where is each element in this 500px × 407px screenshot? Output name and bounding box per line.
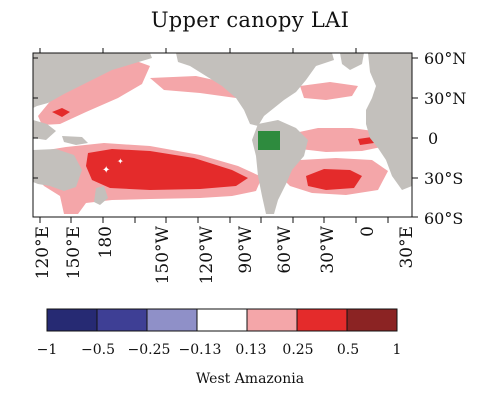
lon-label: 0 (358, 226, 378, 237)
colorbar-tick-label: −0.13 (178, 342, 222, 358)
land-australia (33, 149, 82, 191)
colorbar-bin (246, 308, 298, 332)
lon-label: 120°W (197, 225, 217, 284)
land-europe-africa (366, 53, 412, 190)
anomaly-mid-atlantic-equator (358, 137, 374, 145)
anomaly-light-equatorial-atlantic (290, 128, 386, 152)
land-greenland (340, 53, 364, 70)
colorbar-caption: West Amazonia (195, 371, 305, 387)
anomaly-light-north-atlantic (300, 82, 358, 100)
land-southeast-asia (33, 120, 56, 140)
lon-label: 120°E (33, 226, 53, 279)
colorbar-tick-label: 0.13 (235, 342, 267, 358)
colorbar-tick-label: 1 (392, 342, 402, 358)
lat-label: 30°S (424, 169, 463, 188)
map-plot: ✦ ✦ (33, 53, 412, 217)
land-new-zealand (94, 186, 108, 205)
green-square-icon (258, 131, 280, 150)
lon-label: 30°W (318, 225, 338, 273)
colorbar-bin (96, 308, 148, 332)
colorbar-bin (146, 308, 198, 332)
colorbar-tick-label: −0.5 (81, 342, 115, 358)
lon-label: 90°W (236, 225, 256, 273)
colorbar-tick-label: −0.25 (127, 342, 171, 358)
colorbar-bin (196, 308, 248, 332)
anomaly-mid-layer (52, 108, 374, 190)
lon-label: 60°W (275, 225, 295, 273)
land-asia (33, 53, 152, 108)
anomaly-mid-west-pacific (52, 108, 70, 117)
colorbar-bin (296, 308, 348, 332)
land-layer (33, 53, 412, 214)
lat-label: 0 (428, 129, 438, 148)
lon-label: 150°W (153, 225, 173, 284)
lon-ticks (39, 48, 389, 223)
land-new-guinea (62, 136, 88, 145)
colorbar (46, 308, 398, 332)
lat-ticks (33, 57, 418, 218)
lat-label: 60°S (424, 209, 463, 228)
anomaly-mid-south-pacific (86, 149, 248, 190)
lon-label: 180 (96, 226, 116, 258)
colorbar-bin (346, 308, 398, 332)
map-title: Upper canopy LAI (150, 8, 350, 32)
colorbar-tick-label: 0.25 (282, 342, 314, 358)
colorbar-tick-label: −1 (36, 342, 58, 358)
colorbar-bin (46, 308, 98, 332)
star-marker-icon: ✦ (117, 157, 124, 166)
anomaly-light-north-pacific (38, 58, 150, 125)
colorbar-tick-label: 0.5 (336, 342, 360, 358)
anomaly-mid-south-atlantic (306, 169, 362, 190)
lon-label: 30°E (397, 226, 417, 269)
lat-label: 30°N (424, 89, 466, 108)
map-frame (32, 52, 413, 218)
land-north-america (176, 53, 334, 126)
lon-label: 150°E (64, 226, 84, 279)
lat-label: 60°N (424, 49, 466, 68)
star-marker-icon: ✦ (102, 165, 110, 176)
